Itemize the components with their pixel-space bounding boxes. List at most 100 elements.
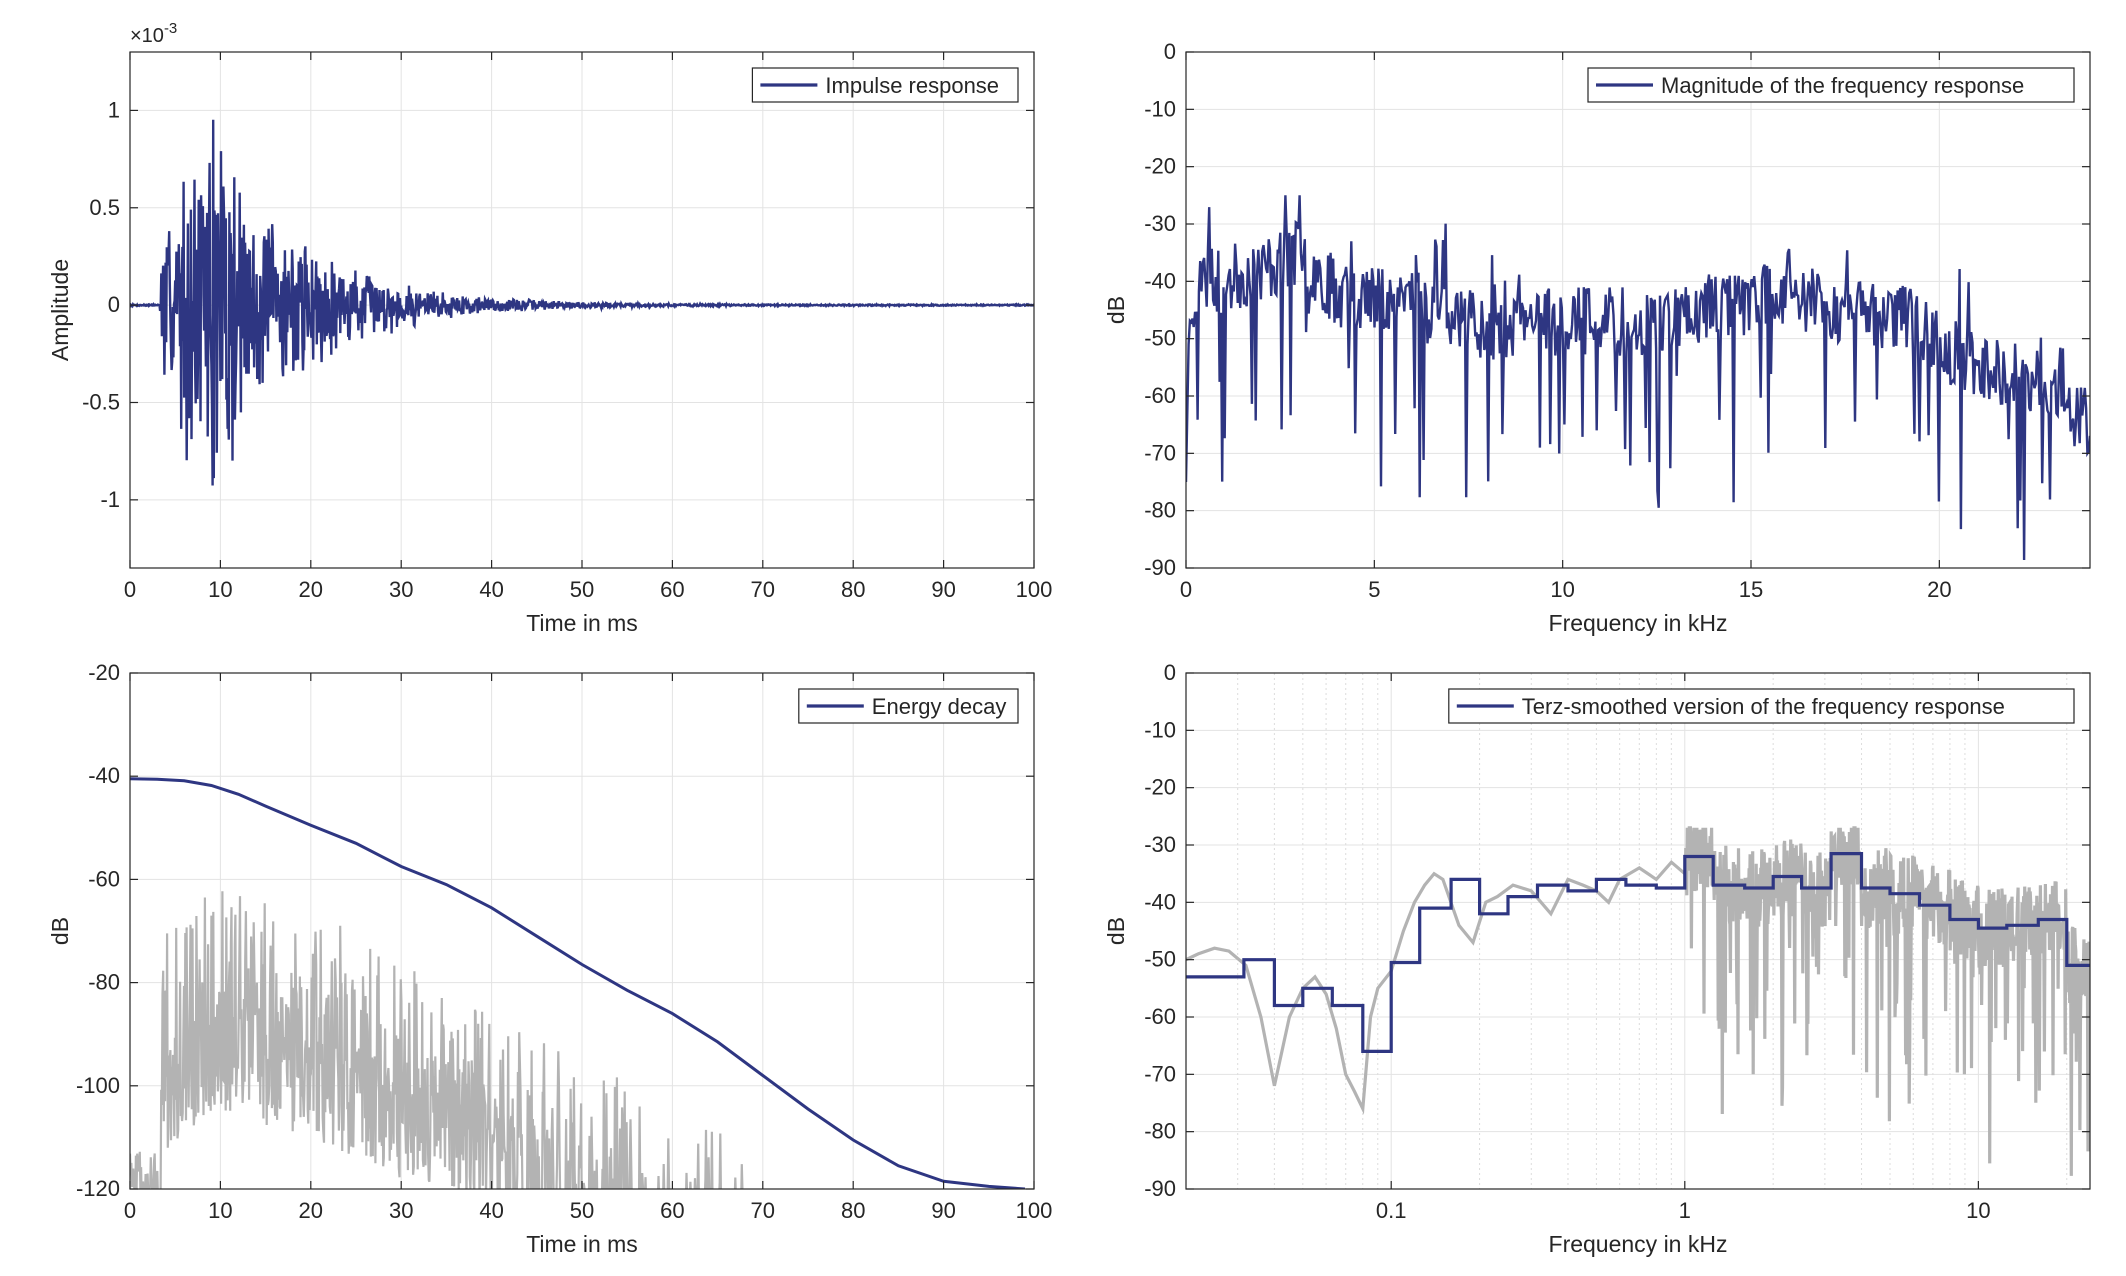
x-axis-label: Time in ms [526, 610, 638, 636]
panel-terz: 0.1 1 10 0 -10 -20 -30 -40 -50 -60 -70 -80 -90 Freque… [1103, 660, 2091, 1257]
x-tick-label: 100 [1016, 1198, 1053, 1223]
x-tick-label: 100 [1016, 577, 1053, 602]
y-tick-label: -10 [1144, 717, 1176, 742]
y-tick-label: -1 [100, 487, 120, 512]
legend-label: Impulse response [825, 73, 999, 98]
x-tick-label: 5 [1368, 577, 1380, 602]
ticks [1185, 51, 2090, 569]
y-tick-label: -60 [1144, 383, 1176, 408]
x-tick-label: 10 [208, 1198, 232, 1223]
minor-grid [1237, 673, 2068, 1189]
y-tick-label: -30 [1144, 832, 1176, 857]
y-tick-label: -50 [1144, 326, 1176, 351]
terz-background-line [1186, 826, 2090, 1176]
x-tick-label: 0.1 [1376, 1198, 1407, 1223]
terz-smoothed-line [1186, 852, 2090, 1053]
y-tick-label: -40 [1144, 268, 1176, 293]
panel-magnitude: 0 5 10 15 20 0 -10 -20 -30 -40 -50 -60 -70 -80 -90 Freq… [1103, 39, 2091, 636]
y-tick-label: 0 [108, 292, 120, 317]
y-tick-label: -70 [1144, 1061, 1176, 1086]
panel-energy_decay: 0 10 20 30 40 50 60 70 80 90 100 -20 -40 -60 -80 -100 -1… [47, 660, 1052, 1257]
axes-box [1185, 672, 2091, 1190]
x-tick-label: 40 [479, 1198, 503, 1223]
energy-background-line [130, 891, 744, 1189]
x-tick-label: 15 [1739, 577, 1763, 602]
y-tick-label: -20 [1144, 154, 1176, 179]
y-tick-label: -90 [1144, 1176, 1176, 1201]
y-tick-label: -30 [1144, 211, 1176, 236]
y-tick-label: -100 [76, 1073, 120, 1098]
y-tick-label: 1 [108, 97, 120, 122]
y-tick-label: -60 [88, 866, 120, 891]
y-tick-label: -20 [88, 660, 120, 685]
x-tick-label: 90 [931, 1198, 955, 1223]
x-axis-label: Frequency in kHz [1549, 1231, 1728, 1257]
axes-box [1185, 51, 2091, 569]
plot-area [1186, 52, 2090, 568]
legend-label: Terz-smoothed version of the frequency r… [1522, 694, 2005, 719]
legend: Energy decay [798, 688, 1019, 724]
x-tick-label: 20 [1927, 577, 1951, 602]
plot-content [1186, 195, 2090, 561]
x-tick-label: 10 [1966, 1198, 1990, 1223]
x-tick-label: 60 [660, 1198, 684, 1223]
panel-impulse: 0 10 20 30 40 50 60 70 80 90 100 -1 -0.5 0 0.5 1 Time in… [47, 20, 1052, 636]
x-tick-label: 60 [660, 577, 684, 602]
x-tick-label: 30 [389, 577, 413, 602]
x-tick-label: 80 [841, 577, 865, 602]
ticks [1186, 672, 2090, 1190]
y-tick-label: -40 [88, 763, 120, 788]
y-axis-label: dB [1103, 917, 1129, 945]
y-axis-label: Amplitude [47, 259, 73, 361]
axis-exponent-base: ×10 [130, 25, 164, 47]
y-tick-label: -40 [1144, 889, 1176, 914]
y-tick-label: 0 [1164, 660, 1176, 685]
impulse-response-line [130, 119, 1034, 486]
axis-exponent: ×10-3 [130, 20, 177, 47]
y-tick-label: -120 [76, 1176, 120, 1201]
plot-content [1186, 826, 2090, 1176]
y-axis-label: dB [47, 917, 73, 945]
x-tick-label: 1 [1679, 1198, 1691, 1223]
x-tick-label: 0 [1180, 577, 1192, 602]
ticks [129, 672, 1035, 1190]
x-tick-label: 70 [751, 1198, 775, 1223]
x-tick-label: 20 [299, 577, 323, 602]
x-axis-label: Frequency in kHz [1549, 610, 1728, 636]
x-tick-label: 0 [124, 1198, 136, 1223]
x-tick-label: 30 [389, 1198, 413, 1223]
x-tick-label: 50 [570, 1198, 594, 1223]
x-tick-label: 70 [751, 577, 775, 602]
y-tick-label: -0.5 [82, 389, 120, 414]
y-tick-label: 0.5 [89, 195, 120, 220]
y-tick-label: -50 [1144, 947, 1176, 972]
magnitude-line [1186, 195, 2090, 561]
x-tick-label: 10 [208, 577, 232, 602]
legend: Impulse response [751, 67, 1019, 103]
plot-content [130, 777, 1026, 1189]
y-tick-label: -80 [1144, 498, 1176, 523]
legend-label: Energy decay [872, 694, 1007, 719]
x-tick-label: 80 [841, 1198, 865, 1223]
y-tick-label: -10 [1144, 96, 1176, 121]
legend: Terz-smoothed version of the frequency r… [1448, 688, 2075, 724]
legend-box [1587, 67, 2075, 103]
y-tick-label: -90 [1144, 555, 1176, 580]
y-tick-label: 0 [1164, 39, 1176, 64]
energy-decay-line [130, 777, 1026, 1189]
plot-content [130, 119, 1034, 486]
x-tick-label: 0 [124, 577, 136, 602]
y-tick-label: -60 [1144, 1004, 1176, 1029]
y-tick-label: -70 [1144, 440, 1176, 465]
y-axis-label: dB [1103, 296, 1129, 324]
x-tick-label: 10 [1550, 577, 1574, 602]
x-tick-label: 50 [570, 577, 594, 602]
x-tick-label: 40 [479, 577, 503, 602]
x-tick-label: 90 [931, 577, 955, 602]
x-tick-label: 20 [299, 1198, 323, 1223]
y-tick-label: -20 [1144, 775, 1176, 800]
x-axis-label: Time in ms [526, 1231, 638, 1257]
y-tick-label: -80 [88, 970, 120, 995]
y-tick-label: -80 [1144, 1119, 1176, 1144]
ticks [129, 52, 1035, 568]
